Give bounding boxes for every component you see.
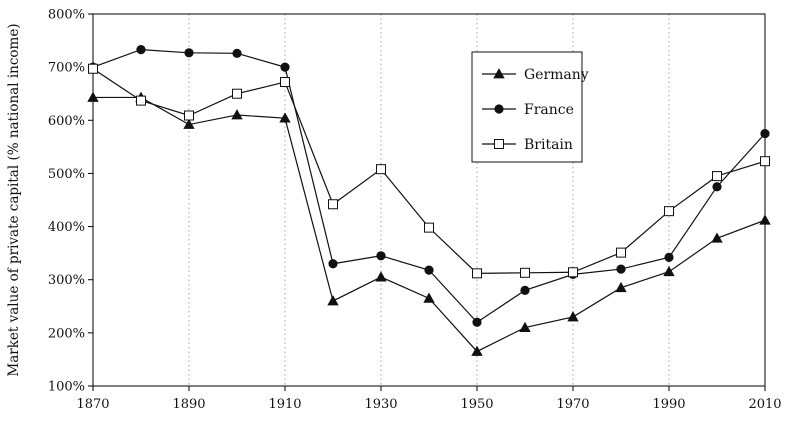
- point-germany-1940: [423, 292, 435, 303]
- point-france-2010: [760, 128, 770, 139]
- legend-marker-germany: [493, 68, 505, 79]
- point-france-2000: [712, 182, 722, 192]
- x-tick-label-1970: 1970: [556, 397, 589, 412]
- legend-label-germany: Germany: [524, 67, 589, 83]
- point-germany-1960: [519, 321, 531, 332]
- series: [87, 45, 771, 356]
- point-britain-1950: [472, 268, 482, 279]
- point-germany-1980: [615, 281, 627, 293]
- point-germany-2000: [711, 232, 723, 243]
- legend-item-germany: Germany: [482, 67, 589, 83]
- y-tick-label-700: 700%: [48, 61, 85, 76]
- legend-item-britain: Britain: [482, 137, 573, 153]
- point-germany-1950: [471, 345, 483, 356]
- point-germany-1890: [183, 118, 195, 129]
- y-axis-title: Market value of private capital (% natio…: [6, 23, 22, 376]
- x-tick-label-1950: 1950: [460, 397, 493, 412]
- series-france: [88, 45, 770, 327]
- point-britain-1980: [616, 247, 626, 258]
- point-germany-1930: [375, 271, 387, 282]
- point-britain-1940: [424, 222, 434, 233]
- x-tick-label-1870: 1870: [76, 397, 109, 412]
- point-britain-1930: [376, 164, 386, 175]
- point-france-1990: [664, 252, 674, 262]
- point-britain-1960: [520, 267, 530, 278]
- point-germany-2010: [759, 214, 771, 225]
- point-germany-1990: [663, 265, 675, 277]
- point-britain-1880: [136, 95, 146, 106]
- point-france-1930: [376, 251, 386, 261]
- y-tick-label-500: 500%: [48, 167, 85, 182]
- legend-label-britain: Britain: [524, 137, 573, 153]
- point-germany-1920: [327, 295, 339, 306]
- point-france-1910: [280, 62, 290, 72]
- y-tick-label-800: 800%: [48, 8, 85, 23]
- point-france-1950: [472, 317, 482, 327]
- point-germany-1900: [231, 109, 243, 120]
- point-france-1920: [328, 259, 338, 269]
- x-tick-label-2010: 2010: [748, 397, 781, 412]
- x-tick-label-1890: 1890: [172, 397, 205, 412]
- point-germany-1870: [87, 91, 99, 102]
- x-tick-label-1910: 1910: [268, 397, 301, 412]
- x-tick-label-1930: 1930: [364, 397, 397, 412]
- legend: Germany France Britain: [471, 51, 589, 163]
- point-france-1980: [616, 264, 626, 274]
- point-germany-1910: [279, 112, 291, 123]
- series-britain: [88, 63, 770, 279]
- point-britain-2010: [760, 156, 770, 167]
- y-tick-label-100: 100%: [48, 380, 85, 395]
- point-britain-1990: [664, 206, 674, 217]
- x-tick-label-1990: 1990: [652, 397, 685, 412]
- series-line-france: [92, 48, 766, 324]
- y-tick-label-200: 200%: [48, 326, 85, 341]
- point-britain-1920: [328, 199, 338, 210]
- point-france-1880: [136, 45, 146, 55]
- point-britain-2000: [712, 171, 722, 182]
- point-britain-1900: [232, 88, 242, 99]
- axes: 1870 1890 1910 1930 1950 1970 1990 2010 100% 200%…: [48, 8, 782, 413]
- point-britain-1910: [280, 77, 290, 88]
- series-line-britain: [92, 68, 766, 274]
- legend-label-france: France: [524, 102, 574, 118]
- point-germany-1970: [567, 311, 579, 322]
- legend-item-france: France: [482, 102, 574, 118]
- plot-frame: [92, 13, 766, 387]
- point-france-1900: [232, 48, 242, 58]
- y-tick-label-300: 300%: [48, 273, 85, 288]
- point-france-1940: [424, 265, 434, 275]
- point-britain-1870: [88, 63, 98, 74]
- grid-lines: [188, 14, 670, 386]
- legend-marker-britain: [494, 139, 504, 149]
- legend-marker-france: [494, 104, 504, 114]
- point-britain-1970: [568, 267, 578, 278]
- y-tick-label-400: 400%: [48, 220, 85, 235]
- point-france-1960: [520, 285, 530, 295]
- point-france-1890: [184, 48, 194, 58]
- y-tick-label-600: 600%: [48, 114, 85, 129]
- point-britain-1890: [184, 110, 194, 121]
